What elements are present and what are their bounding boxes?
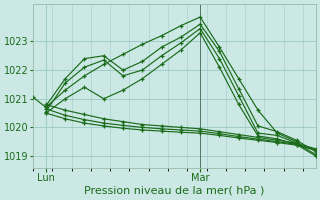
X-axis label: Pression niveau de la mer( hPa ): Pression niveau de la mer( hPa ) xyxy=(84,186,265,196)
